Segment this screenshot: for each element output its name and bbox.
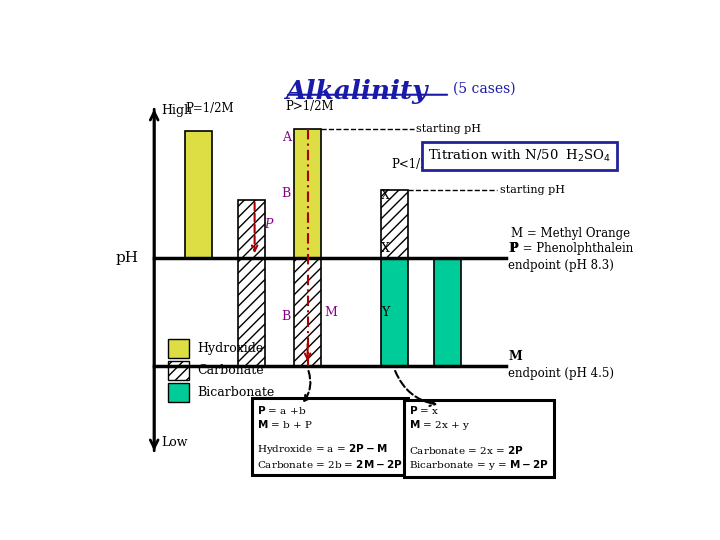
Text: P: P — [264, 218, 272, 231]
Text: M = Methyl Orange
P = Phenolphthalein: M = Methyl Orange P = Phenolphthalein — [511, 227, 634, 255]
Text: A: A — [282, 131, 291, 144]
Text: Carbonate: Carbonate — [198, 364, 264, 377]
Text: X: X — [381, 242, 390, 255]
Text: Titration with N/50  H$_2$SO$_4$: Titration with N/50 H$_2$SO$_4$ — [428, 148, 611, 164]
Bar — [381, 258, 408, 366]
Text: P>1/2M: P>1/2M — [285, 99, 334, 113]
Text: Low: Low — [161, 436, 187, 449]
Bar — [168, 361, 189, 380]
Bar — [294, 258, 321, 366]
Text: $\mathbf{P}$ = x
$\mathbf{M}$ = 2x + y

Carbonate = 2x = $\mathbf{2P}$
Bicarbona: $\mathbf{P}$ = x $\mathbf{M}$ = 2x + y C… — [409, 404, 549, 472]
Text: X: X — [381, 190, 390, 202]
Text: starting pH: starting pH — [500, 185, 565, 194]
Bar — [168, 339, 189, 358]
Text: starting pH: starting pH — [416, 124, 482, 134]
Text: B: B — [282, 187, 291, 200]
Text: High: High — [161, 104, 192, 117]
Text: endpoint (pH 4.5): endpoint (pH 4.5) — [508, 367, 614, 380]
Text: Alkalinity: Alkalinity — [285, 79, 428, 104]
Text: Hydroxide: Hydroxide — [198, 342, 264, 355]
Text: Y: Y — [382, 306, 390, 319]
Text: M: M — [508, 350, 522, 363]
Text: Bicarbonate: Bicarbonate — [198, 386, 275, 399]
Text: P=1/2M: P=1/2M — [185, 102, 233, 114]
Text: $\mathbf{P}$ = a +b
$\mathbf{M}$ = b + P

Hydroxide = a = $\mathbf{2P - M}$
Carb: $\mathbf{P}$ = a +b $\mathbf{M}$ = b + P… — [258, 404, 403, 470]
Bar — [168, 383, 189, 402]
Text: P<1/2M: P<1/2M — [392, 158, 440, 171]
Bar — [238, 200, 265, 366]
Text: pH: pH — [115, 251, 138, 265]
Bar — [433, 258, 461, 366]
Bar — [381, 190, 408, 258]
Bar — [294, 129, 321, 258]
Bar — [186, 131, 212, 258]
Text: endpoint (pH 8.3): endpoint (pH 8.3) — [508, 259, 614, 272]
Text: (5 cases): (5 cases) — [453, 82, 516, 96]
Text: B: B — [282, 310, 291, 323]
Text: P: P — [508, 242, 518, 255]
Text: M: M — [324, 306, 337, 319]
